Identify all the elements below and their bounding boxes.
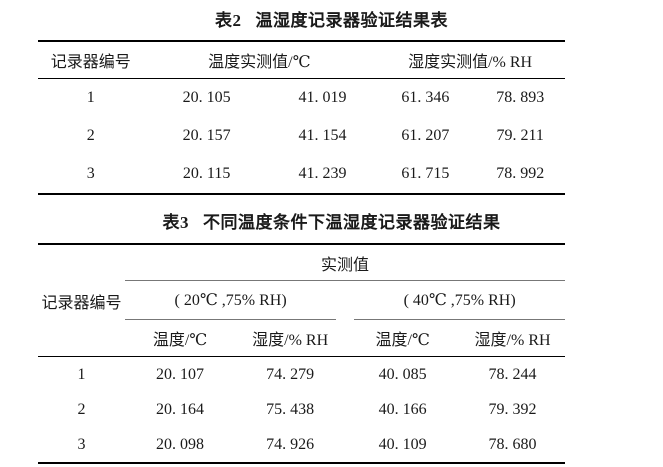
temp-value-cell: 40. 085: [378, 365, 427, 383]
table-row: 1 20. 107 74. 279 40. 085 78. 244: [38, 357, 565, 393]
temp-value-cell: 20. 098: [156, 435, 205, 453]
condition-label: ( 20℃ ,75% RH): [174, 292, 287, 309]
humidity-value-cell: 74. 926: [266, 435, 315, 453]
temp-value-cell: 20. 105: [182, 89, 231, 106]
humidity-value-cell: 78. 244: [488, 365, 537, 383]
humidity-value-cell: 78. 893: [496, 89, 545, 106]
recorder-id-cell: 1: [86, 89, 95, 106]
table2: 记录器编号 温度实测值/℃ 湿度实测值/% RH 1 20. 105 41. 0…: [38, 40, 565, 195]
table2-header-humidity: 湿度实测值/% RH: [375, 41, 565, 79]
humidity-value-cell: 79. 211: [496, 127, 544, 144]
table2-header-row: 记录器编号 温度实测值/℃ 湿度实测值/% RH: [38, 41, 565, 79]
temp-value-cell: 20. 107: [156, 365, 205, 383]
table2-header-temperature: 温度实测值/℃: [143, 41, 376, 79]
table-row: 1 20. 105 41. 019 61. 346 78. 893: [38, 79, 565, 118]
table2-caption-label: 表2: [215, 11, 242, 30]
temp-value-cell: 40. 166: [378, 400, 427, 418]
table3-header-measured-group: 实测值: [124, 244, 565, 281]
humidity-value-cell: 78. 680: [488, 435, 537, 453]
temp-value-cell: 41. 239: [298, 165, 347, 182]
temp-value-cell: 20. 164: [156, 400, 205, 418]
table3-header-recorder: 记录器编号: [38, 244, 125, 357]
table-row: 2 20. 164 75. 438 40. 166 79. 392: [38, 392, 565, 427]
temp-value-cell: 41. 019: [298, 89, 347, 106]
table3-subheader-temp: 温度/℃: [124, 320, 236, 357]
table2-caption-text: 温湿度记录器验证结果表: [255, 11, 448, 30]
table3-subheader-humidity: 湿度/% RH: [460, 320, 565, 357]
table3-subheader-temp: 温度/℃: [345, 320, 461, 357]
humidity-value-cell: 75. 438: [266, 400, 315, 418]
humidity-value-cell: 61. 207: [401, 127, 450, 144]
table3-header-row-conditions: ( 20℃ ,75% RH) ( 40℃ ,75% RH): [38, 281, 565, 320]
table-row: 2 20. 157 41. 154 61. 207 79. 211: [38, 117, 565, 155]
recorder-id-cell: 2: [77, 400, 86, 418]
temp-value-cell: 40. 109: [378, 435, 427, 453]
condition-label: ( 40℃ ,75% RH): [403, 292, 516, 309]
temp-value-cell: 20. 157: [182, 127, 231, 144]
recorder-id-cell: 1: [77, 365, 86, 383]
table3-header-condition-40c: ( 40℃ ,75% RH): [345, 281, 565, 320]
table2-caption: 表2 温湿度记录器验证结果表: [0, 0, 663, 32]
table-row: 3 20. 115 41. 239 61. 715 78. 992: [38, 155, 565, 194]
temp-value-cell: 41. 154: [298, 127, 347, 144]
humidity-value-cell: 61. 715: [401, 165, 450, 182]
table3: 记录器编号 实测值 ( 20℃ ,75% RH) ( 40℃ ,75% RH) …: [38, 243, 565, 464]
humidity-value-cell: 79. 392: [488, 400, 537, 418]
table3-header-row-measured: 记录器编号 实测值: [38, 244, 565, 357]
temp-value-cell: 20. 115: [182, 165, 231, 182]
recorder-id-cell: 3: [86, 165, 95, 182]
table3-caption-text: 不同温度条件下温湿度记录器验证结果: [203, 213, 501, 232]
table3-header-condition-20c: ( 20℃ ,75% RH): [124, 281, 345, 320]
table2-header-recorder: 记录器编号: [38, 41, 144, 79]
recorder-id-cell: 3: [77, 435, 86, 453]
table3-caption-label: 表3: [162, 213, 189, 232]
humidity-value-cell: 78. 992: [496, 165, 545, 182]
table3-subheader-humidity: 湿度/% RH: [235, 320, 346, 357]
table3-caption: 表3 不同温度条件下温湿度记录器验证结果: [0, 212, 663, 234]
humidity-value-cell: 61. 346: [401, 89, 450, 106]
table-row: 3 20. 098 74. 926 40. 109 78. 680: [38, 427, 565, 463]
recorder-id-cell: 2: [86, 127, 95, 144]
humidity-value-cell: 74. 279: [266, 365, 315, 383]
table3-header-row-sub: 温度/℃ 湿度/% RH 温度/℃ 湿度/% RH: [38, 320, 565, 357]
